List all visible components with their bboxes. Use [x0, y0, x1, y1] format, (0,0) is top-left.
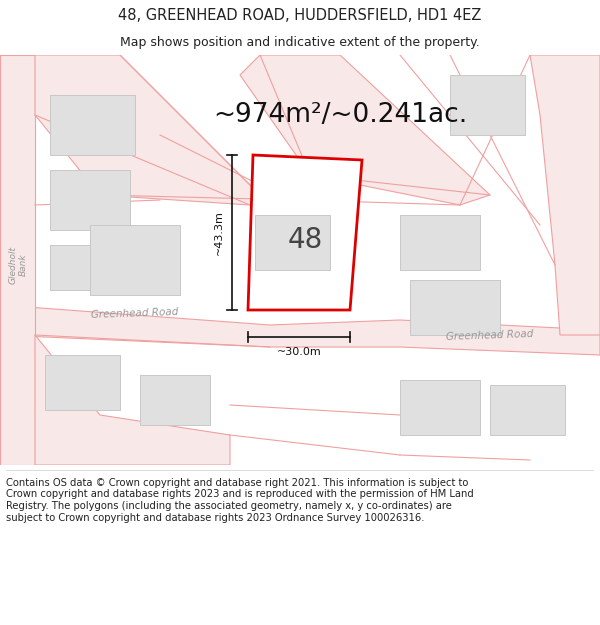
Polygon shape	[0, 305, 600, 355]
Text: Contains OS data © Crown copyright and database right 2021. This information is : Contains OS data © Crown copyright and d…	[6, 478, 474, 522]
Text: 48, GREENHEAD ROAD, HUDDERSFIELD, HD1 4EZ: 48, GREENHEAD ROAD, HUDDERSFIELD, HD1 4E…	[118, 8, 482, 23]
Text: ~30.0m: ~30.0m	[277, 347, 322, 357]
Text: Greenhead Road: Greenhead Road	[446, 329, 534, 341]
Polygon shape	[35, 335, 230, 465]
Bar	[400, 380, 480, 435]
Bar	[400, 215, 480, 270]
Text: ~974m²/~0.241ac.: ~974m²/~0.241ac.	[213, 102, 467, 128]
Polygon shape	[248, 155, 362, 310]
Bar	[50, 95, 135, 155]
Text: Greenhead Road: Greenhead Road	[91, 306, 179, 319]
Bar	[50, 170, 130, 230]
Bar	[490, 385, 565, 435]
Bar	[45, 355, 120, 410]
Text: ~43.3m: ~43.3m	[214, 210, 224, 255]
Bar	[410, 280, 500, 335]
Polygon shape	[240, 55, 490, 205]
Text: 48: 48	[287, 226, 323, 254]
Bar	[90, 225, 180, 295]
Polygon shape	[0, 55, 35, 465]
Bar	[450, 75, 525, 135]
Bar	[255, 215, 330, 270]
Text: Gledholt
Bank: Gledholt Bank	[8, 246, 28, 284]
Text: Map shows position and indicative extent of the property.: Map shows position and indicative extent…	[120, 36, 480, 49]
Bar	[140, 375, 210, 425]
Bar	[50, 245, 125, 290]
Polygon shape	[530, 55, 600, 335]
Polygon shape	[35, 55, 260, 205]
